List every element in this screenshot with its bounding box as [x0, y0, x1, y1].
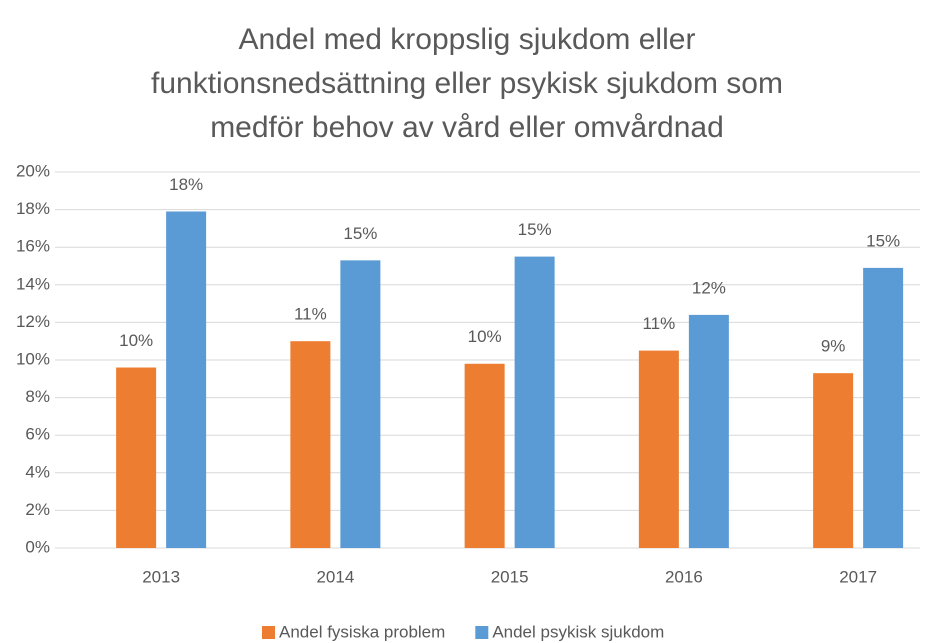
legend-swatch: [475, 626, 489, 639]
y-tick-label: 14%: [16, 274, 50, 293]
x-tick-label: 2017: [839, 567, 877, 586]
data-label: 18%: [169, 175, 203, 194]
y-tick-label: 18%: [16, 199, 50, 218]
data-label: 15%: [518, 220, 552, 239]
bar: [290, 341, 331, 548]
bar: [514, 256, 555, 548]
x-tick-label: 2016: [665, 567, 703, 586]
y-tick-label: 2%: [25, 500, 50, 519]
legend-label: Andel psykisk sjukdom: [492, 622, 664, 641]
bar: [813, 373, 854, 548]
y-tick-label: 8%: [25, 387, 50, 406]
x-tick-label: 2013: [142, 567, 180, 586]
bar: [688, 314, 729, 548]
data-label: 10%: [119, 331, 153, 350]
data-label: 11%: [642, 314, 675, 333]
x-tick-label: 2014: [316, 567, 354, 586]
y-tick-label: 10%: [16, 349, 50, 368]
data-label: 12%: [692, 278, 726, 297]
y-tick-label: 6%: [25, 425, 50, 444]
legend-label: Andel fysiska problem: [279, 622, 445, 641]
bar: [638, 350, 679, 548]
y-tick-label: 20%: [16, 161, 50, 180]
data-label: 11%: [294, 305, 327, 324]
bar: [166, 211, 207, 549]
bar: [863, 267, 904, 548]
chart-title: Andel med kroppslig sjukdom eller funkti…: [151, 23, 783, 144]
bar: [340, 260, 381, 548]
data-label: 9%: [821, 337, 846, 356]
legend-swatch: [262, 626, 275, 639]
y-tick-label: 4%: [25, 462, 50, 481]
data-label: 15%: [866, 231, 900, 250]
bar: [464, 363, 505, 548]
x-tick-label: 2015: [491, 567, 529, 586]
y-tick-label: 16%: [16, 237, 50, 256]
data-label: 10%: [468, 327, 502, 346]
y-tick-label: 0%: [25, 537, 50, 556]
data-label: 15%: [343, 224, 377, 243]
bar: [116, 367, 157, 548]
y-tick-label: 12%: [16, 312, 50, 331]
